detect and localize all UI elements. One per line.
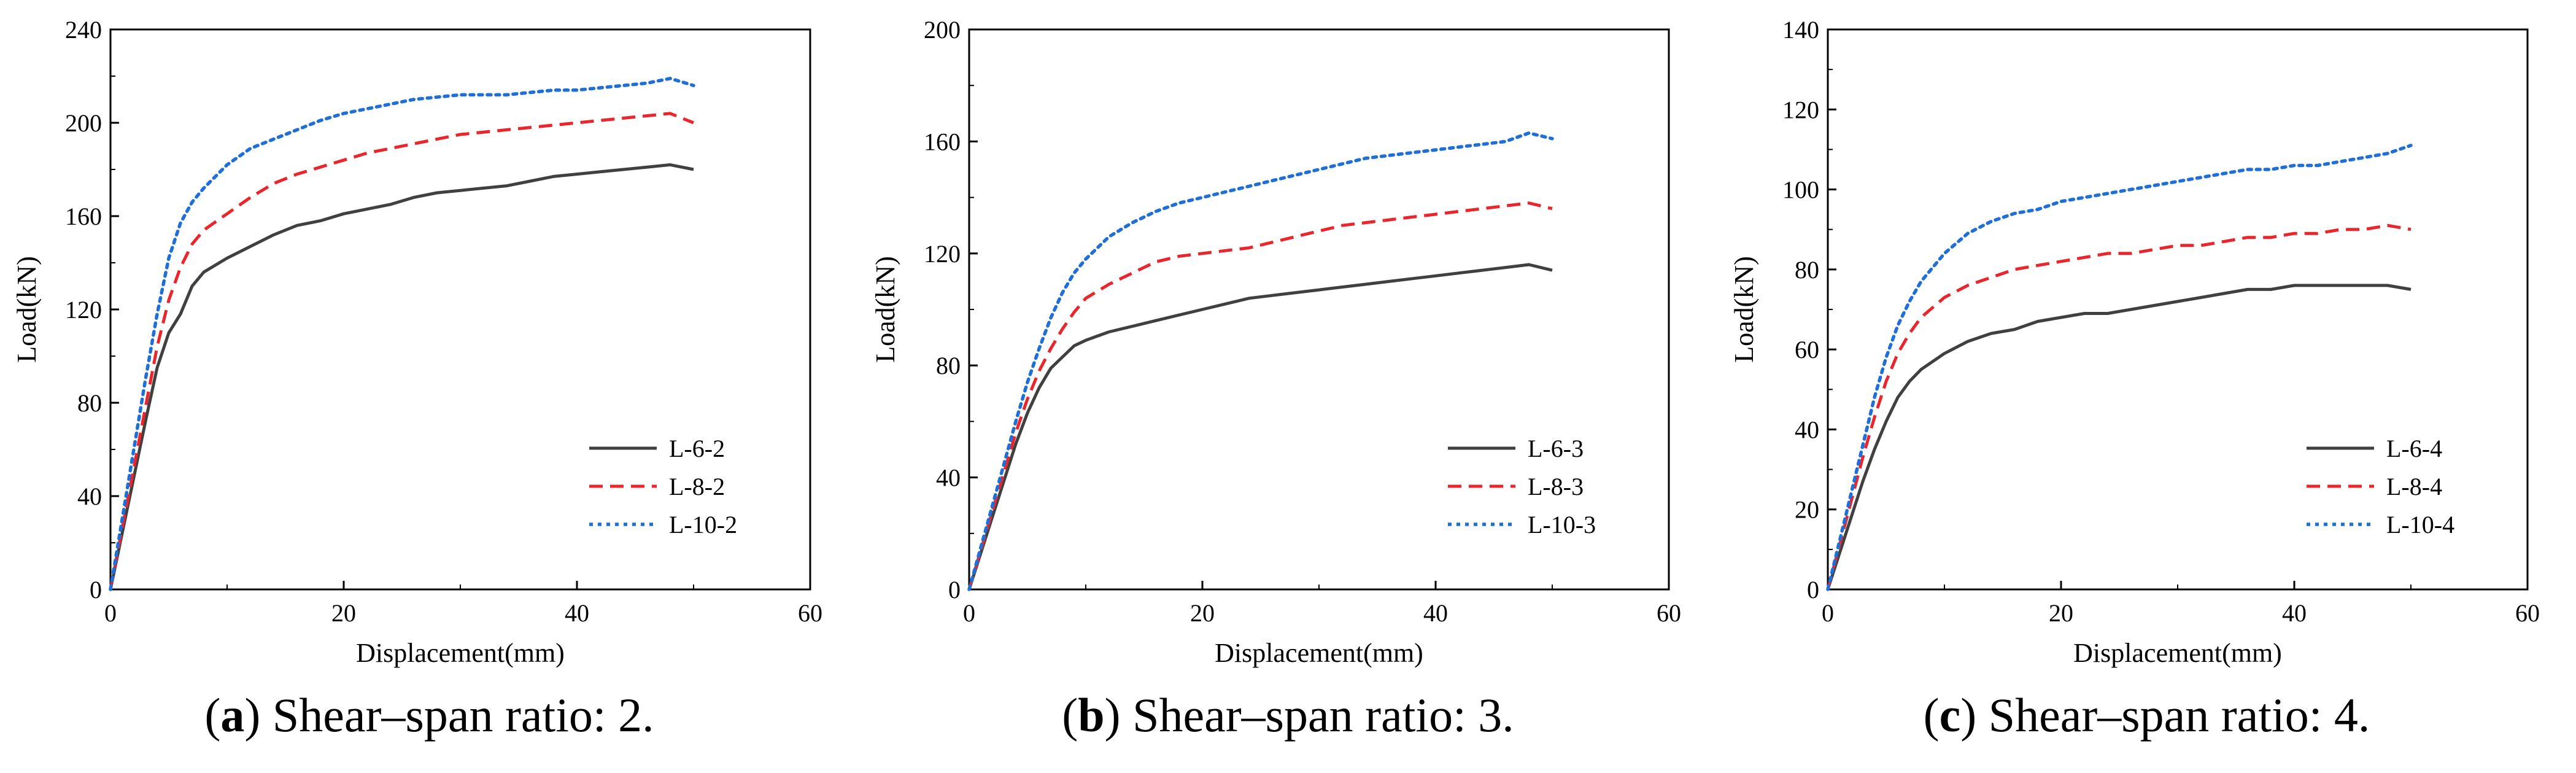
x-tick-label: 20 — [331, 599, 356, 627]
y-tick-label: 140 — [1782, 16, 1819, 44]
x-tick-label: 0 — [104, 599, 117, 627]
series-line-L-10-2 — [109, 77, 695, 591]
x-tick-label: 60 — [1657, 599, 1681, 627]
y-tick-label: 200 — [924, 16, 961, 44]
series-line-L-10-4 — [1826, 144, 2413, 591]
y-tick-label: 0 — [948, 576, 961, 604]
legend-label-L-8-2: L-8-2 — [669, 473, 725, 500]
plot-frame — [109, 28, 811, 591]
y-tick-label: 80 — [77, 389, 102, 417]
y-tick-label: 160 — [924, 128, 961, 155]
x-tick-label: 40 — [2282, 599, 2307, 627]
y-tick-label: 0 — [1807, 576, 1819, 604]
series-line-L-8-2 — [109, 112, 694, 590]
y-axis-label: Load(kN) — [870, 256, 900, 363]
x-axis-label: Displacement(mm) — [2073, 638, 2282, 668]
x-tick-label: 60 — [798, 599, 822, 627]
chart-panel-b: 0 20 40 60 0 40 80 120 160 200 Displacement(mm) Loa… — [859, 0, 1717, 773]
plot-frame — [968, 28, 1670, 591]
chart-c: 0 20 40 60 0 20 40 60 80 100 120 140 Displacement(mm… — [1729, 16, 2540, 668]
y-axis-label: Load(kN) — [12, 256, 42, 363]
y-axis-label: Load(kN) — [1729, 256, 1759, 363]
y-tick-label: 240 — [65, 16, 102, 44]
x-axis-label: Displacement(mm) — [356, 638, 565, 668]
x-tick-label: 0 — [963, 599, 975, 627]
y-tick-label: 60 — [1795, 336, 1819, 363]
y-tick-label: 0 — [90, 576, 102, 604]
y-tick-label: 40 — [1795, 416, 1819, 443]
legend-label-L-10-2: L-10-2 — [669, 511, 737, 538]
legend-label-L-6-3: L-6-3 — [1528, 435, 1584, 462]
y-tick-label: 120 — [924, 240, 961, 268]
y-tick-label: 80 — [936, 352, 961, 379]
x-tick-label: 20 — [1190, 599, 1215, 627]
series-line-L-10-3 — [967, 131, 1554, 591]
y-tick-label: 160 — [65, 203, 102, 230]
x-tick-label: 60 — [2515, 599, 2540, 627]
y-tick-label: 80 — [1795, 256, 1819, 284]
x-tick-label: 40 — [1423, 599, 1448, 627]
chart-panel-c: 0 20 40 60 0 20 40 60 80 100 120 140 Displacement(mm… — [1717, 0, 2576, 773]
caption-b: (b) Shear–span ratio: 3. — [1062, 688, 1514, 742]
legend-label-L-6-2: L-6-2 — [669, 435, 725, 462]
x-tick-label: 0 — [1822, 599, 1834, 627]
x-tick-label: 40 — [565, 599, 589, 627]
y-tick-label: 100 — [1782, 176, 1819, 204]
y-tick-label: 120 — [1782, 96, 1819, 123]
legend-label-L-8-4: L-8-4 — [2386, 473, 2442, 500]
y-tick-label: 40 — [77, 483, 102, 510]
x-axis-label: Displacement(mm) — [1215, 638, 1423, 668]
series-line-L-8-4 — [1826, 223, 2412, 590]
legend-label-L-10-4: L-10-4 — [2386, 511, 2454, 538]
y-tick-label: 200 — [65, 109, 102, 137]
legend-label-L-10-3: L-10-3 — [1528, 511, 1596, 538]
series-line-L-6-2 — [109, 163, 694, 590]
y-tick-label: 20 — [1795, 496, 1819, 524]
y-tick-label: 40 — [936, 464, 961, 492]
chart-a: 0 20 40 60 0 40 80 120 160 200 240 Displacement(mm)… — [12, 16, 822, 668]
legend-label-L-6-4: L-6-4 — [2386, 435, 2442, 462]
series-line-L-6-3 — [967, 263, 1553, 590]
y-tick-label: 120 — [65, 296, 102, 324]
legend-label-L-8-3: L-8-3 — [1528, 473, 1584, 500]
caption-c: (c) Shear–span ratio: 4. — [1923, 688, 2370, 742]
series-line-L-8-3 — [967, 201, 1553, 590]
chart-b: 0 20 40 60 0 40 80 120 160 200 Displacement(mm) Loa… — [870, 16, 1681, 668]
x-tick-label: 20 — [2049, 599, 2073, 627]
series-line-L-6-4 — [1826, 284, 2412, 590]
chart-panel-a: 0 20 40 60 0 40 80 120 160 200 240 Displacement(mm)… — [0, 0, 859, 773]
caption-a: (a) Shear–span ratio: 2. — [204, 688, 654, 742]
